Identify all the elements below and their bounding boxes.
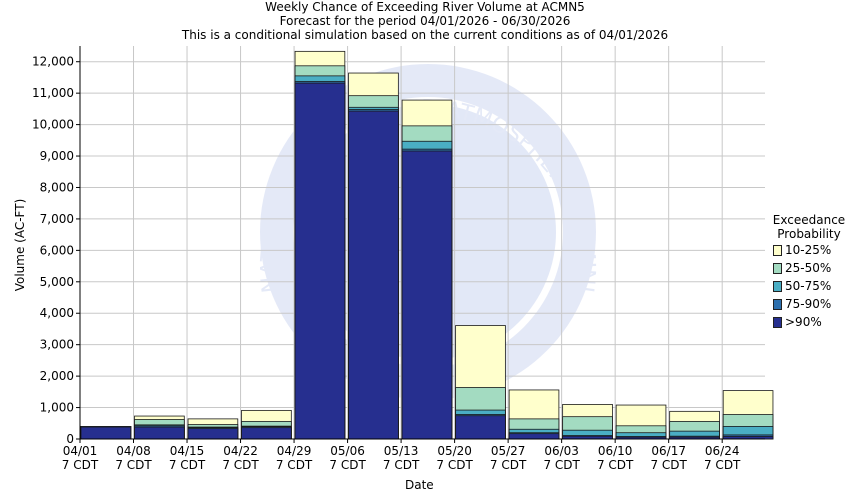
x-tick-tz: 7 CDT <box>115 458 152 472</box>
x-tick-date: 05/13 <box>384 444 419 458</box>
x-tick-tz: 7 CDT <box>704 458 741 472</box>
x-tick-tz: 7 CDT <box>62 458 99 472</box>
x-tick-tz: 7 CDT <box>276 458 313 472</box>
chart-subtitle-2: This is a conditional simulation based o… <box>181 28 669 42</box>
legend-label: 50-75% <box>785 279 832 293</box>
x-tick-date: 04/29 <box>277 444 312 458</box>
bar-segment <box>401 150 453 440</box>
x-tick-date: 05/20 <box>437 444 472 458</box>
x-tick-date: 06/10 <box>598 444 633 458</box>
x-tick-date: 06/03 <box>544 444 579 458</box>
x-tick-date: 04/01 <box>63 444 98 458</box>
x-tick-date: 05/06 <box>330 444 365 458</box>
y-tick-label: 5,000 <box>40 275 74 289</box>
y-tick-label: 7,000 <box>40 212 74 226</box>
x-tick-date: 04/08 <box>116 444 151 458</box>
x-tick-date: 06/24 <box>705 444 740 458</box>
y-tick-label: 0 <box>66 432 74 446</box>
bar-segment <box>294 82 346 440</box>
x-tick-tz: 7 CDT <box>543 458 580 472</box>
bar-segment <box>80 426 132 440</box>
y-tick-label: 12,000 <box>32 55 74 69</box>
bar-segment <box>348 110 399 440</box>
chart-subtitle-1: Forecast for the period 04/01/2026 - 06/… <box>279 14 571 28</box>
y-tick-label: 9,000 <box>40 149 74 163</box>
x-tick-tz: 7 CDT <box>329 458 366 472</box>
x-tick-tz: 7 CDT <box>383 458 420 472</box>
y-tick-label: 1,000 <box>40 401 74 415</box>
x-tick-tz: 7 CDT <box>650 458 687 472</box>
legend-label: >90% <box>785 315 822 329</box>
y-tick-label: 4,000 <box>40 306 74 320</box>
x-tick-tz: 7 CDT <box>436 458 473 472</box>
legend-swatch <box>773 245 782 256</box>
x-tick-tz: 7 CDT <box>169 458 206 472</box>
legend-title-line-1: Exceedance <box>772 213 846 227</box>
y-tick-label: 2,000 <box>40 369 74 383</box>
x-tick-tz: 7 CDT <box>222 458 259 472</box>
chart-title: Weekly Chance of Exceeding River Volume … <box>265 0 585 14</box>
bar-segment <box>187 428 239 440</box>
legend-swatch <box>773 317 782 328</box>
legend-swatch <box>773 263 782 274</box>
bar-segment <box>241 427 292 440</box>
y-tick-label: 8,000 <box>40 180 74 194</box>
x-tick-tz: 7 CDT <box>490 458 527 472</box>
legend-swatch <box>773 281 782 292</box>
legend-label: 75-90% <box>785 297 832 311</box>
x-tick-date: 04/22 <box>223 444 258 458</box>
y-tick-label: 11,000 <box>32 86 74 100</box>
bar-segment <box>455 415 506 440</box>
legend-title-line-2: Probability <box>777 227 841 241</box>
y-tick-label: 10,000 <box>32 118 74 132</box>
x-tick-date: 06/17 <box>651 444 686 458</box>
y-axis-label: Volume (AC-FT) <box>13 198 27 292</box>
x-tick-tz: 7 CDT <box>597 458 634 472</box>
y-tick-label: 6,000 <box>40 243 74 257</box>
x-tick-date: 04/15 <box>170 444 205 458</box>
bar-segment <box>508 433 560 440</box>
legend-label: 10-25% <box>785 243 832 257</box>
x-tick-date: 05/27 <box>491 444 526 458</box>
legend-swatch <box>773 299 782 310</box>
legend-label: 25-50% <box>785 261 832 275</box>
bar-segment <box>134 426 185 440</box>
x-axis-label: Date <box>405 478 434 492</box>
y-tick-label: 3,000 <box>40 338 74 352</box>
